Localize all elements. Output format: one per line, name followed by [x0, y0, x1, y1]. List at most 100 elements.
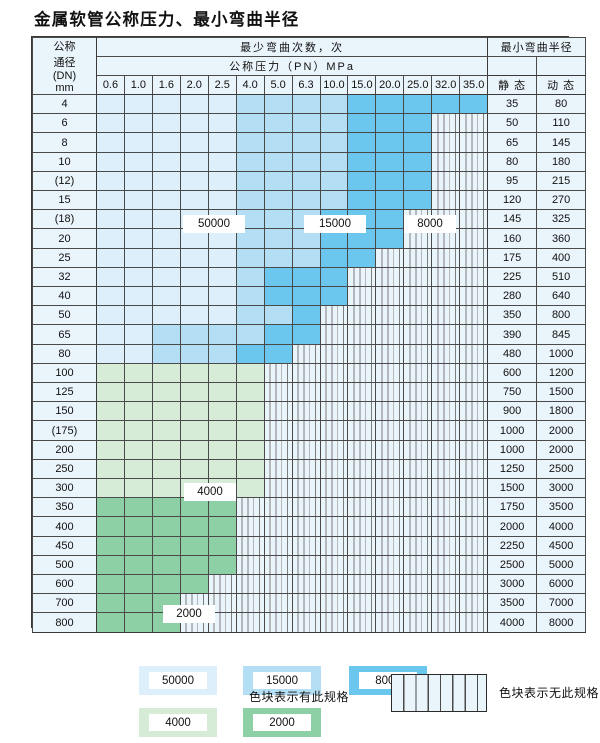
spec-cell: [431, 593, 461, 614]
spec-cell: [207, 93, 237, 115]
spec-cell: [151, 420, 181, 441]
legend: 50000 15000 8000 4000 2000 色块表示有此规格 色块表示无此规格: [31, 636, 599, 737]
spec-cell: [123, 497, 153, 518]
spec-cell: [291, 305, 321, 326]
spec-cell: [375, 420, 405, 441]
spec-cell: [207, 574, 237, 595]
spec-cell: [403, 305, 433, 326]
spec-cell: [123, 132, 153, 153]
dn-value: 450: [32, 535, 97, 556]
spec-cell: [96, 382, 125, 403]
spec-cell: [459, 228, 489, 249]
spec-cell: [459, 305, 489, 326]
spec-cell: [347, 478, 377, 499]
dynamic-spacer: [536, 56, 587, 76]
spec-cell: [459, 401, 489, 422]
spec-cell: [319, 439, 349, 460]
spec-cell: [96, 574, 125, 595]
spec-cell: [375, 228, 405, 249]
spec-cell: [347, 574, 377, 595]
spec-cell: [431, 420, 461, 441]
radius-dynamic-value: 2000: [536, 420, 587, 441]
spec-cell: [179, 362, 209, 384]
spec-table: 公称 通径 (DN) mm 最少弯曲次数，次 最小弯曲半径 公称压力（PN）MP…: [32, 37, 587, 633]
spec-cell: [207, 554, 237, 576]
spec-cell: [151, 554, 181, 576]
dn-value: (175): [32, 420, 97, 441]
spec-cell: [179, 286, 209, 307]
spec-cell: [291, 190, 321, 211]
spec-cell: [375, 209, 405, 230]
spec-cell: [207, 113, 237, 134]
spec-cell: [347, 535, 377, 556]
table-row: 4 35 80: [32, 93, 587, 115]
radius-dynamic-value: 640: [536, 286, 587, 307]
spec-cell: [96, 305, 125, 326]
spec-cell: [179, 343, 209, 364]
table-row: 40 280 640: [32, 286, 587, 307]
spec-cell: [263, 151, 293, 172]
dn-value: 80: [32, 343, 97, 364]
radius-dynamic-value: 800: [536, 305, 587, 326]
pressure-column-header-7: 6.3: [291, 75, 321, 95]
spec-cell: [403, 478, 433, 499]
table-row: 10 80 180: [32, 151, 587, 172]
spec-cell: [235, 497, 265, 518]
dn-value: 500: [32, 554, 97, 576]
spec-cell: [263, 535, 293, 556]
pressure-column-header-5: 4.0: [235, 75, 265, 95]
spec-cell: [123, 113, 153, 134]
radius-static-value: 480: [487, 343, 538, 364]
spec-cell: [96, 170, 125, 192]
spec-cell: [96, 535, 125, 556]
spec-cell: [459, 535, 489, 556]
grid-value-chip: 15000: [304, 215, 366, 233]
table-row: 600 3000 6000: [32, 574, 587, 595]
spec-cell: [235, 516, 265, 537]
grid-value-chip: 50000: [183, 215, 245, 233]
spec-cell: [179, 458, 209, 480]
spec-cell: [347, 554, 377, 576]
spec-cell: [319, 93, 349, 115]
spec-cell: [319, 574, 349, 595]
pressure-column-header-0: 0.6: [96, 75, 125, 95]
grid-value-chip: 2000: [163, 605, 215, 623]
spec-cell: [375, 362, 405, 384]
spec-cell: [375, 324, 405, 345]
table-row: 150 900 1800: [32, 401, 587, 422]
spec-cell: [151, 401, 181, 422]
spec-cell: [263, 420, 293, 441]
pressure-column-header-3: 2.0: [179, 75, 209, 95]
spec-cell: [459, 190, 489, 211]
spec-cell: [96, 113, 125, 134]
spec-cell: [291, 478, 321, 499]
dn-value: 200: [32, 439, 97, 460]
spec-cell: [291, 420, 321, 441]
spec-cell: [263, 362, 293, 384]
spec-cell: [347, 266, 377, 288]
spec-cell: [403, 516, 433, 537]
spec-cell: [459, 362, 489, 384]
radius-static-value: 750: [487, 382, 538, 403]
spec-cell: [123, 382, 153, 403]
table-body: 4 35 80 6 50 110 8 65 145 10 80 180 (12) 95 215 15 120 27…: [32, 93, 587, 633]
spec-cell: [263, 497, 293, 518]
radius-dynamic-value: 325: [536, 209, 587, 230]
radius-dynamic-value: 215: [536, 170, 587, 192]
radius-dynamic-value: 145: [536, 132, 587, 153]
spec-cell: [123, 439, 153, 460]
spec-cell: [319, 190, 349, 211]
spec-cell: [459, 170, 489, 192]
radius-dynamic-value: 6000: [536, 574, 587, 595]
dn-value: 6: [32, 113, 97, 134]
spec-cell: [375, 266, 405, 288]
spec-cell: [291, 228, 321, 249]
spec-cell: [375, 401, 405, 422]
table-row: 250 1250 2500: [32, 458, 587, 480]
spec-cell: [403, 93, 433, 115]
spec-cell: [403, 420, 433, 441]
table-row: 800 4000 8000: [32, 612, 587, 633]
spec-cell: [235, 554, 265, 576]
spec-cell: [235, 401, 265, 422]
spec-cell: [235, 247, 265, 268]
